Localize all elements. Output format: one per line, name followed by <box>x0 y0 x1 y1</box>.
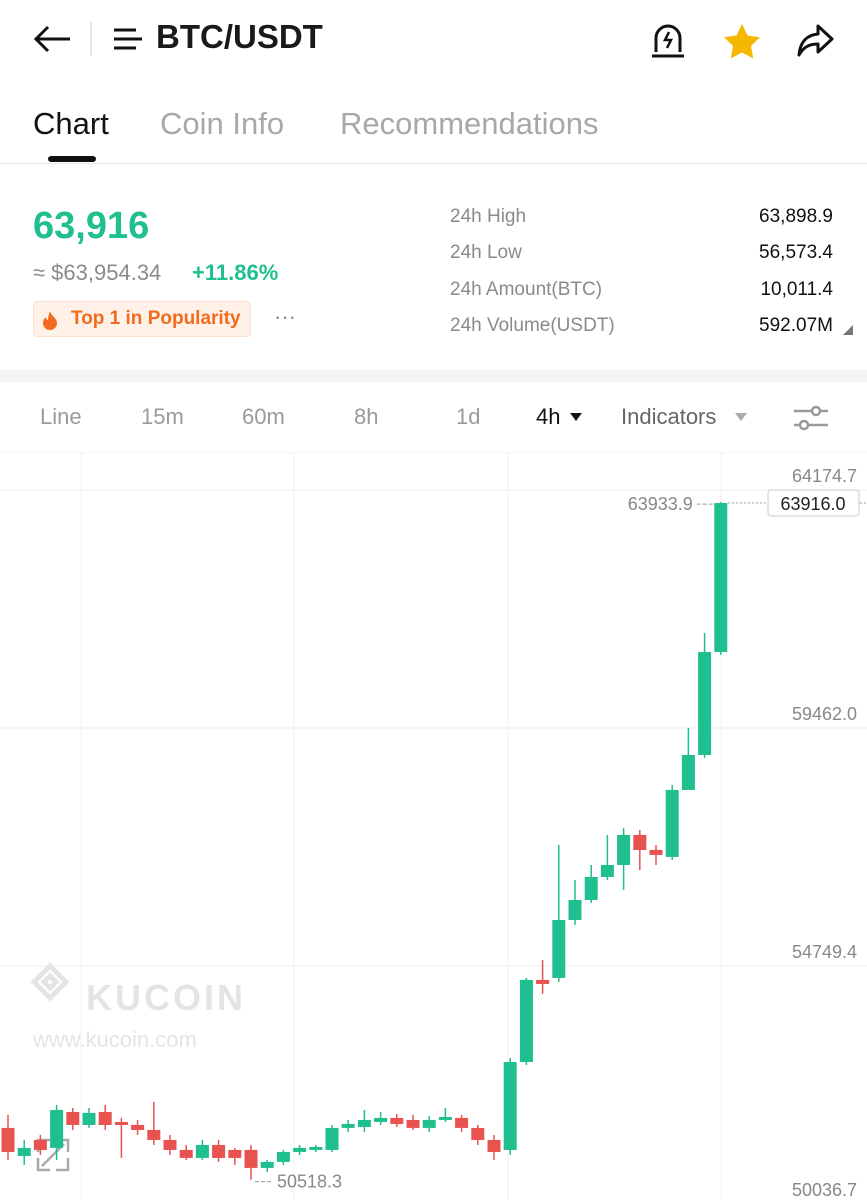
candle-body <box>438 1116 452 1120</box>
price-change: +11.86% <box>192 260 279 285</box>
candle-body <box>455 1117 469 1128</box>
candle-body <box>309 1146 323 1150</box>
high-annotation: 63933.9 <box>628 494 693 514</box>
candle-body <box>471 1127 485 1140</box>
interval-tab[interactable]: 15m <box>141 404 184 429</box>
section-gap <box>0 370 867 382</box>
fiat-price: ≈ $63,954.34 <box>33 260 162 285</box>
expand-corner[interactable] <box>842 324 854 336</box>
interval-tab[interactable]: 1d <box>456 404 481 429</box>
divider <box>0 163 867 164</box>
candle-body <box>1 1127 15 1152</box>
last-price-box <box>767 489 860 517</box>
stat-value: 592.07M <box>759 315 833 336</box>
stat-value: 63,898.9 <box>759 206 833 227</box>
candle-body <box>228 1149 242 1158</box>
interval-tab-active[interactable]: 4h <box>536 404 561 429</box>
stat-label: 24h Amount(BTC) <box>450 279 603 300</box>
candle-body <box>487 1139 501 1152</box>
vertical-grid <box>80 452 722 1200</box>
candle-body <box>212 1144 226 1158</box>
y-tick-label: 64174.7 <box>792 466 857 486</box>
pair-title: BTC/USDT <box>156 18 323 55</box>
watermark: KUCOIN www.kucoin.com <box>30 962 246 1052</box>
candle-body <box>665 789 679 857</box>
candle-body <box>568 899 582 920</box>
interval-tab[interactable]: Line <box>40 404 82 429</box>
watermark-brand: KUCOIN <box>86 977 246 1018</box>
interval-tab[interactable]: 60m <box>242 404 285 429</box>
stat-label: 24h Low <box>450 242 522 263</box>
candle-body <box>714 503 728 652</box>
favorite-star[interactable] <box>722 22 762 60</box>
last-price: 63,916 <box>33 205 150 247</box>
candle-body <box>519 979 533 1062</box>
candle-body <box>422 1119 436 1128</box>
stat-value: 56,573.4 <box>759 242 833 263</box>
tab-coin-info[interactable]: Coin Info <box>160 106 285 141</box>
candle-body <box>293 1147 307 1152</box>
candle-body <box>66 1111 80 1125</box>
candle-body <box>131 1124 145 1130</box>
y-tick-label: 59462.0 <box>792 704 857 724</box>
watermark-url: www.kucoin.com <box>32 1027 197 1052</box>
tab-chart[interactable]: Chart <box>33 106 109 141</box>
candle-body <box>195 1144 209 1158</box>
candle-body <box>341 1123 355 1128</box>
candle-body <box>617 834 631 865</box>
candle-body <box>147 1129 161 1140</box>
candle-body <box>503 1061 517 1150</box>
candle-body <box>357 1119 371 1127</box>
interval-tab[interactable]: 8h <box>354 404 379 429</box>
candle-body <box>260 1161 274 1168</box>
candle-body <box>649 849 663 855</box>
popularity-badge[interactable]: Top 1 in Popularity <box>33 301 251 337</box>
back-button[interactable] <box>30 22 74 56</box>
dropdown-caret <box>735 413 747 421</box>
candle-body <box>406 1119 420 1128</box>
y-tick-label: 54749.4 <box>792 942 857 962</box>
candle-body <box>17 1147 31 1156</box>
candle-body <box>82 1112 96 1125</box>
dropdown-caret <box>570 413 582 421</box>
menu-icon[interactable] <box>112 26 144 54</box>
candle-body <box>276 1151 290 1162</box>
stat-value: 10,011.4 <box>760 279 833 300</box>
more-button[interactable]: ··· <box>274 304 296 329</box>
candle-body <box>325 1127 339 1150</box>
candle-body <box>600 864 614 877</box>
candle-body <box>584 876 598 900</box>
candle-body <box>163 1139 177 1150</box>
tab-recommendations[interactable]: Recommendations <box>340 106 599 141</box>
indicators-button[interactable]: Indicators <box>621 404 717 429</box>
candle-body <box>698 651 712 755</box>
candle-body <box>390 1117 404 1124</box>
candle-chart: KUCOIN www.kucoin.com 64174.7 59462.0 5474… <box>0 452 867 1200</box>
candle-body <box>98 1111 112 1125</box>
candle-body <box>552 919 566 978</box>
settings-icon[interactable] <box>792 404 830 432</box>
candle-body <box>374 1117 388 1122</box>
candle-body <box>179 1149 193 1158</box>
fire-icon <box>43 311 57 330</box>
tab-indicator <box>48 156 96 162</box>
candle-body <box>681 754 695 790</box>
stat-label: 24h Volume(USDT) <box>450 315 615 336</box>
y-tick-label: 50036.7 <box>792 1180 857 1200</box>
watermark-logo <box>30 962 70 1002</box>
alert-icon[interactable] <box>650 20 686 60</box>
candle-body <box>536 979 550 984</box>
candle-body <box>114 1121 128 1125</box>
last-price-label: 63916.0 <box>780 494 845 514</box>
candle-body <box>50 1109 64 1148</box>
badge-text: Top 1 in Popularity <box>71 308 241 329</box>
share-icon[interactable] <box>796 22 836 58</box>
low-annotation: 50518.3 <box>277 1172 342 1192</box>
candle-body <box>633 834 647 850</box>
divider <box>90 22 92 56</box>
candle-body <box>244 1149 258 1168</box>
stat-label: 24h High <box>450 206 527 227</box>
candle-body <box>33 1139 47 1150</box>
